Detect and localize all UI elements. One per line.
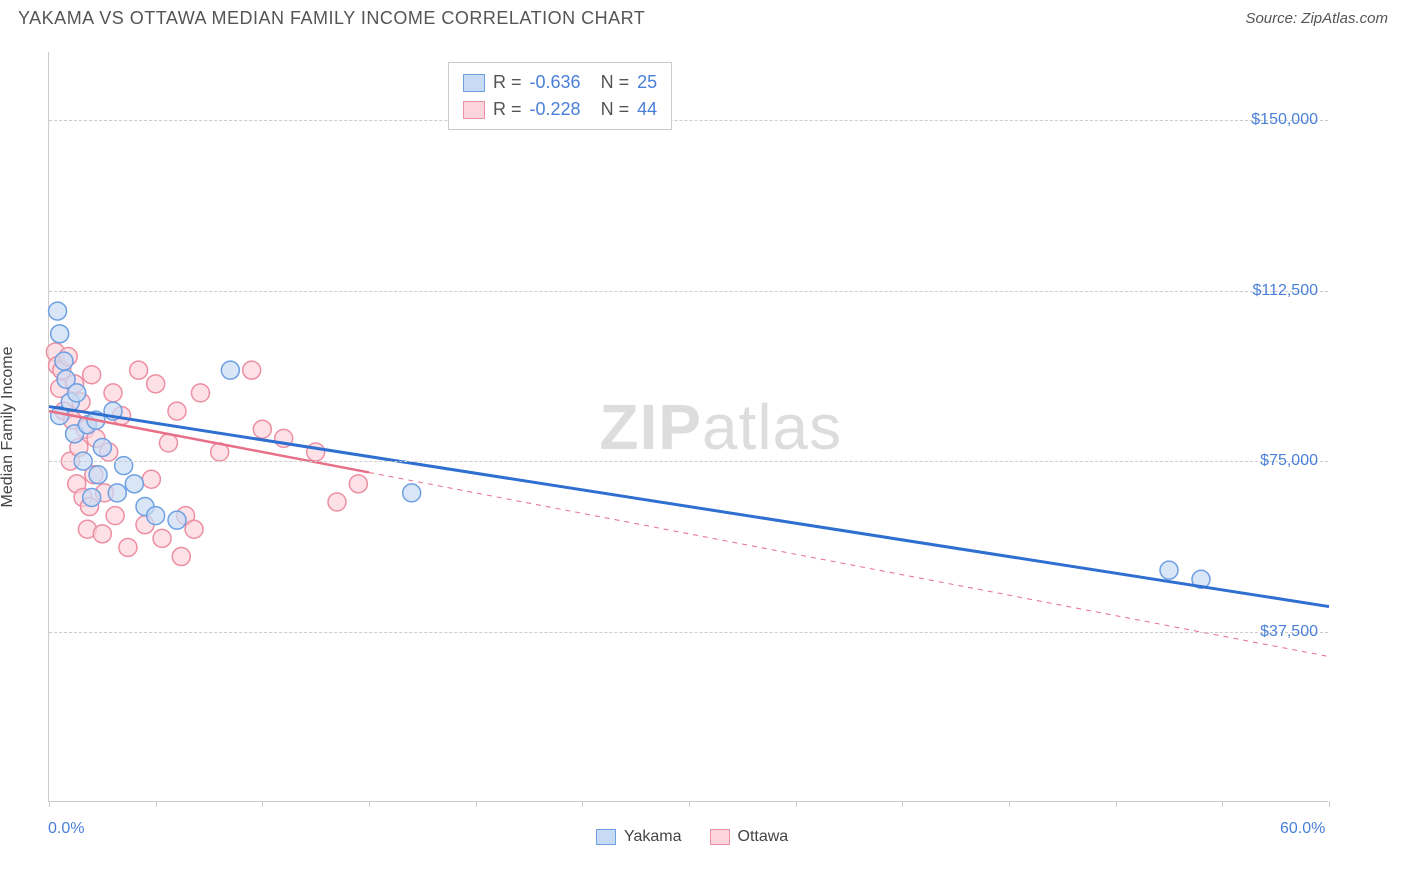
x-tick: [796, 801, 797, 807]
scatter-point: [147, 375, 165, 393]
scatter-point: [168, 511, 186, 529]
x-tick: [1329, 801, 1330, 807]
x-tick: [49, 801, 50, 807]
scatter-point: [1160, 561, 1178, 579]
legend-series-name: Yakama: [624, 828, 682, 846]
scatter-point: [243, 361, 261, 379]
scatter-point: [191, 384, 209, 402]
scatter-point: [89, 466, 107, 484]
scatter-point: [221, 361, 239, 379]
scatter-point: [349, 475, 367, 493]
legend-r-value: -0.636: [530, 69, 581, 96]
scatter-point: [55, 352, 73, 370]
chart-header: YAKAMA VS OTTAWA MEDIAN FAMILY INCOME CO…: [0, 0, 1406, 37]
legend-n-value: 25: [637, 69, 657, 96]
x-axis-end-label: 60.0%: [1280, 820, 1325, 838]
scatter-point: [51, 325, 69, 343]
legend-swatch: [463, 74, 485, 92]
scatter-point: [108, 484, 126, 502]
y-tick-label: $37,500: [1260, 623, 1318, 641]
x-tick: [1009, 801, 1010, 807]
x-tick: [476, 801, 477, 807]
scatter-point: [159, 434, 177, 452]
x-tick: [262, 801, 263, 807]
watermark-atlas: atlas: [702, 391, 842, 463]
legend-swatch: [596, 829, 616, 845]
scatter-point: [328, 493, 346, 511]
gridline: [49, 632, 1328, 633]
gridline: [49, 291, 1328, 292]
scatter-point: [104, 384, 122, 402]
x-tick: [689, 801, 690, 807]
series-legend: Yakama Ottawa: [596, 828, 808, 846]
legend-series-name: Ottawa: [738, 828, 789, 846]
correlation-legend-row: R = -0.228 N = 44: [463, 96, 657, 123]
scatter-point: [168, 402, 186, 420]
scatter-point: [119, 538, 137, 556]
legend-swatch: [710, 829, 730, 845]
scatter-point: [68, 384, 86, 402]
y-tick-label: $75,000: [1260, 452, 1318, 470]
scatter-point: [142, 470, 160, 488]
legend-r-label: R =: [493, 96, 522, 123]
scatter-point: [93, 525, 111, 543]
trend-line-extrapolated: [369, 472, 1329, 656]
scatter-point: [153, 529, 171, 547]
scatter-point: [83, 488, 101, 506]
legend-r-label: R =: [493, 69, 522, 96]
scatter-point: [253, 420, 271, 438]
scatter-point: [403, 484, 421, 502]
chart-source: Source: ZipAtlas.com: [1245, 10, 1388, 27]
scatter-point: [106, 507, 124, 525]
scatter-point: [307, 443, 325, 461]
scatter-point: [83, 366, 101, 384]
gridline: [49, 120, 1328, 121]
x-tick: [1222, 801, 1223, 807]
watermark-zip: ZIP: [599, 391, 702, 463]
scatter-point: [115, 457, 133, 475]
watermark: ZIPatlas: [599, 390, 842, 464]
legend-r-value: -0.228: [530, 96, 581, 123]
scatter-point: [147, 507, 165, 525]
x-tick: [582, 801, 583, 807]
legend-n-label: N =: [601, 69, 630, 96]
x-axis-start-label: 0.0%: [48, 820, 84, 838]
x-tick: [156, 801, 157, 807]
gridline: [49, 461, 1328, 462]
scatter-point: [93, 438, 111, 456]
x-tick: [1116, 801, 1117, 807]
y-tick-label: $150,000: [1251, 111, 1318, 129]
chart-plot-area: ZIPatlas $37,500 $75,000 $112,500 $150,000: [48, 52, 1328, 802]
correlation-legend-row: R = -0.636 N = 25: [463, 69, 657, 96]
correlation-legend: R = -0.636 N = 25 R = -0.228 N = 44: [448, 62, 672, 130]
scatter-point: [172, 548, 190, 566]
x-tick: [369, 801, 370, 807]
legend-swatch: [463, 101, 485, 119]
scatter-point: [49, 302, 67, 320]
scatter-point: [130, 361, 148, 379]
y-axis-title: Median Family Income: [0, 347, 17, 508]
scatter-point: [185, 520, 203, 538]
legend-n-value: 44: [637, 96, 657, 123]
x-tick: [902, 801, 903, 807]
y-tick-label: $112,500: [1252, 282, 1318, 300]
chart-title: YAKAMA VS OTTAWA MEDIAN FAMILY INCOME CO…: [18, 8, 645, 29]
scatter-point: [125, 475, 143, 493]
legend-n-label: N =: [601, 96, 630, 123]
